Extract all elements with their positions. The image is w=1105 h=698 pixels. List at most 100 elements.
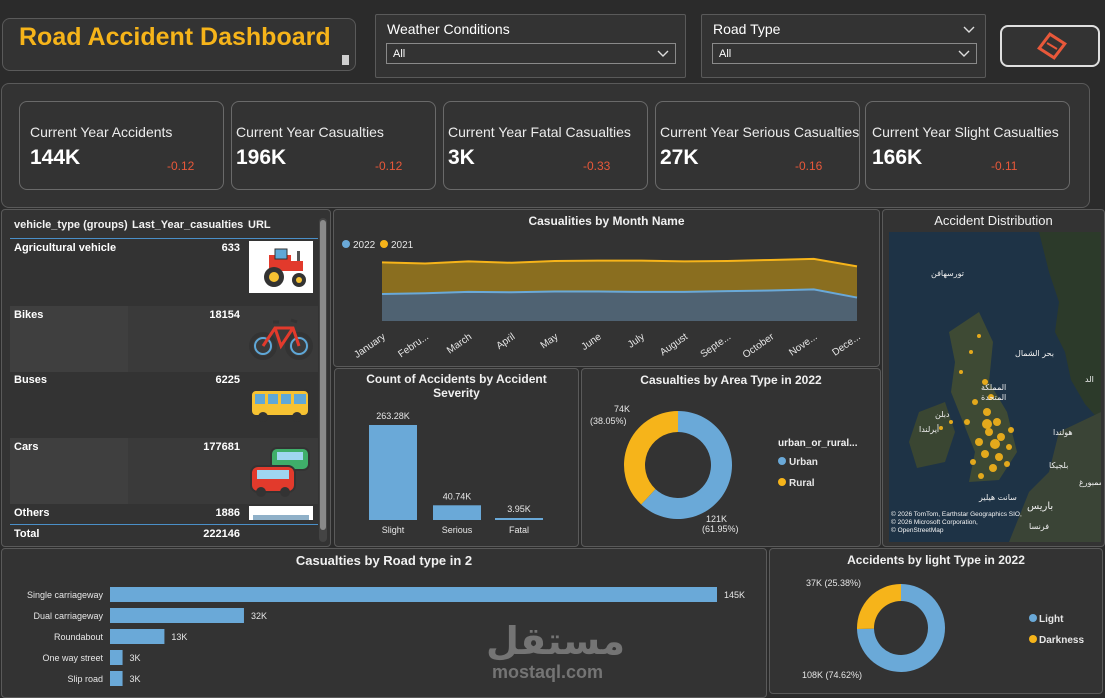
vehicle-casualties-table: vehicle_type (groups) Last_Year_casualti…: [1, 209, 331, 547]
x-tick-label: August: [658, 331, 690, 358]
map-label: سانت هيلير: [978, 493, 1017, 502]
casualties-by-month-chart[interactable]: Casualities by Month Name 2022 2021 Janu…: [333, 209, 880, 367]
legend-marker-2022: [342, 240, 350, 248]
map-label: المملكة: [981, 383, 1006, 392]
column-header-vehicle-type[interactable]: vehicle_type (groups): [14, 219, 128, 231]
legend-label-light: Light: [1039, 614, 1064, 625]
resize-handle[interactable]: [342, 55, 349, 65]
slicer-value: All: [393, 48, 406, 60]
bar-data-label: 3K: [130, 674, 141, 684]
road-type-slicer: Road Type All: [701, 14, 986, 78]
urban-percent-label: (61.95%): [702, 524, 739, 534]
bicycle-icon: [249, 308, 313, 364]
table-row-name: Buses: [14, 374, 48, 386]
x-tick-label: Dece...: [830, 331, 862, 358]
legend-marker-2021: [380, 240, 388, 248]
table-row-value: 18154: [209, 309, 240, 321]
x-tick-label: March: [445, 331, 474, 356]
accidents-by-light-type-chart[interactable]: Accidents by light Type in 2022 37K (25.…: [769, 548, 1103, 694]
kpi-delta: -0.12: [167, 159, 195, 173]
severity-bar: [433, 505, 481, 520]
casualties-by-area-type-chart[interactable]: Casualties by Area Type in 2022 74K (38.…: [581, 368, 881, 547]
legend-label-2021: 2021: [391, 240, 414, 251]
x-tick-label: April: [495, 331, 518, 351]
rural-value-label: 74K: [614, 404, 630, 414]
weather-conditions-slicer: Weather Conditions All: [375, 14, 686, 78]
chevron-down-icon: [958, 50, 970, 57]
table-row-name: Others: [14, 507, 50, 519]
kpi-value: 166K: [872, 146, 923, 169]
kpi-card-accidents[interactable]: Current Year Accidents 144K -0.12: [19, 101, 224, 190]
kpi-card-casualties[interactable]: Current Year Casualties 196K -0.12: [231, 101, 436, 190]
table-row-value: 1886: [215, 507, 240, 519]
cars-icon: [249, 444, 313, 500]
kpi-label: Current Year Fatal Casualties: [448, 124, 631, 140]
map-label: فرنسا: [1029, 522, 1049, 531]
road-type-bar: [110, 671, 123, 686]
map-label: باريس: [1027, 501, 1053, 512]
kpi-value: 3K: [448, 146, 475, 169]
bar-data-label: 40.74K: [443, 491, 472, 501]
chart-title: Accidents by light Type in 2022: [847, 553, 1025, 567]
light-donut-plot: 37K (25.38%) 108K (74.62%) Light Darknes…: [802, 578, 1084, 680]
map-copyright: © 2026 TomTom, Earthstar Geographics SIO…: [891, 510, 1022, 518]
map-label: دبلن: [935, 410, 950, 419]
scroll-thumb[interactable]: [320, 220, 326, 530]
month-area-plot: 2022 2021 January Febru... March April May Ju…: [342, 240, 863, 361]
kpi-delta: -0.16: [795, 159, 823, 173]
bus-icon: [249, 386, 313, 426]
casualties-by-road-type-chart[interactable]: Casualties by Road type in 2 Single carr…: [1, 548, 767, 698]
table-row-name: Cars: [14, 441, 39, 453]
kpi-value: 144K: [30, 146, 81, 169]
table-total-label: Total: [14, 528, 40, 540]
column-header-last-year-casualties[interactable]: Last_Year_casualties: [132, 219, 244, 231]
column-header-url[interactable]: URL: [248, 219, 271, 231]
kpi-label: Current Year Slight Casualties: [872, 124, 1059, 140]
road-type-dropdown[interactable]: All: [712, 43, 977, 64]
bar-data-label: 3K: [130, 653, 141, 663]
road-type-bar: [110, 629, 165, 644]
weather-conditions-dropdown[interactable]: All: [386, 43, 676, 64]
chart-title: Casualties by Road type in 2: [295, 553, 473, 568]
chevron-down-icon[interactable]: [963, 23, 975, 35]
y-tick-label: Roundabout: [54, 632, 104, 642]
kpi-delta: -0.33: [583, 159, 611, 173]
table-total-value: 222146: [203, 528, 240, 540]
chart-title: Casualties by Area Type in 2022: [640, 373, 822, 387]
legend-label-rural: Rural: [789, 478, 815, 489]
legend-label-darkness: Darkness: [1039, 635, 1084, 646]
map-label: تورسهافن: [931, 269, 964, 278]
donut-slice-light: [857, 584, 945, 672]
map-canvas[interactable]: تورسهافن بحر الشمال المملكة المتحدة دبلن…: [889, 232, 1101, 542]
tractor-icon: [249, 241, 313, 293]
table-scrollbar[interactable]: [319, 218, 327, 542]
header-divider: [10, 238, 318, 239]
y-tick-label: Single carriageway: [27, 590, 104, 600]
bar-data-label: 145K: [724, 590, 745, 600]
map-label: الد: [1085, 375, 1094, 384]
light-value-label: 108K (74.62%): [802, 670, 862, 680]
chart-title: Accident Distribution: [934, 213, 1053, 228]
urban-value-label: 121K: [706, 514, 727, 524]
y-tick-label: One way street: [42, 653, 103, 663]
legend-label-2022: 2022: [353, 240, 376, 251]
map-copyright: © OpenStreetMap: [891, 526, 944, 534]
line-series-2022: [381, 288, 858, 299]
map-copyright: © 2026 Microsoft Corporation,: [891, 518, 978, 526]
map-label: بلجيكا: [1049, 461, 1068, 470]
kpi-card-serious[interactable]: Current Year Serious Casualties 27K -0.1…: [655, 101, 860, 190]
map-label: بحر الشمال: [1015, 349, 1054, 358]
bar-data-label: 13K: [171, 632, 187, 642]
kpi-value: 27K: [660, 146, 699, 169]
navigation-button[interactable]: [1000, 25, 1100, 67]
accidents-by-severity-chart[interactable]: Count of Accidents by Accident Severity …: [334, 368, 579, 547]
watermark-latin: mostaql.com: [492, 662, 604, 682]
x-tick-label: Slight: [382, 525, 405, 535]
kpi-card-fatal[interactable]: Current Year Fatal Casualties 3K -0.33: [443, 101, 648, 190]
map-label: المتحدة: [981, 393, 1006, 402]
accident-distribution-map[interactable]: Accident Distribution تورسهافن بحر الشما…: [882, 209, 1105, 547]
kpi-card-slight[interactable]: Current Year Slight Casualties 166K -0.1…: [865, 101, 1070, 190]
x-tick-label: October: [741, 331, 777, 361]
page-title: Road Accident Dashboard: [19, 23, 331, 51]
x-tick-label: Fatal: [509, 525, 529, 535]
